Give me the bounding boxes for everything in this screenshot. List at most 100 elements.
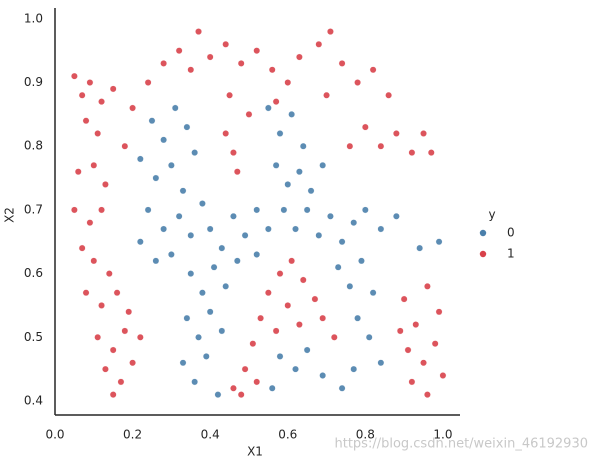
point	[70, 206, 78, 214]
point	[327, 28, 334, 35]
point	[377, 225, 385, 233]
point	[109, 391, 117, 399]
point	[226, 91, 233, 99]
y-tick-label: 1.0	[24, 11, 43, 25]
point	[268, 66, 276, 74]
x-tick-label: 1.0	[433, 428, 452, 442]
point	[160, 225, 168, 233]
point	[125, 308, 133, 316]
point	[307, 187, 315, 195]
y-tick-label: 0.5	[24, 330, 43, 344]
point	[160, 60, 168, 67]
point	[319, 161, 327, 169]
point	[90, 161, 98, 169]
point	[199, 289, 206, 297]
point	[148, 117, 156, 125]
point	[284, 302, 292, 309]
point	[70, 72, 78, 80]
point	[136, 155, 144, 163]
point	[272, 98, 280, 106]
point	[338, 384, 346, 392]
point	[218, 244, 226, 252]
legend-label: 1	[507, 247, 515, 261]
point	[74, 168, 82, 176]
point	[102, 181, 109, 188]
point	[420, 130, 427, 137]
point	[167, 251, 175, 258]
point	[105, 270, 113, 278]
point	[218, 327, 226, 335]
point	[121, 142, 129, 150]
y-tick-label: 0.9	[24, 75, 43, 89]
point	[98, 206, 105, 214]
point	[206, 225, 214, 233]
point	[102, 365, 109, 373]
point	[338, 60, 346, 67]
x-tick-label: 0.2	[123, 428, 142, 442]
point	[136, 333, 144, 341]
point	[86, 219, 94, 227]
point	[187, 270, 195, 278]
point	[253, 251, 261, 258]
point	[369, 66, 377, 74]
point	[319, 314, 327, 322]
point	[222, 40, 230, 48]
point	[377, 142, 385, 150]
point	[222, 282, 230, 290]
point	[175, 212, 183, 220]
point	[295, 168, 303, 176]
point	[98, 98, 105, 106]
point	[292, 225, 299, 233]
point	[431, 340, 439, 348]
point	[427, 149, 435, 156]
y-tick-label: 0.7	[24, 202, 43, 216]
point	[117, 378, 125, 386]
point	[276, 353, 284, 360]
x-axis-label: X1	[247, 445, 263, 459]
x-tick-label: 0.0	[45, 428, 64, 442]
point	[241, 231, 249, 239]
point	[78, 91, 86, 99]
point	[338, 238, 346, 246]
x-tick-label: 0.4	[201, 428, 220, 442]
point	[78, 244, 86, 252]
point	[288, 110, 296, 118]
point	[179, 359, 187, 367]
point	[183, 314, 191, 322]
point	[253, 47, 261, 55]
point	[350, 365, 358, 373]
point	[144, 79, 152, 86]
point	[319, 372, 327, 379]
point	[420, 359, 427, 367]
point	[206, 308, 214, 316]
point	[195, 28, 202, 35]
point	[230, 149, 237, 156]
point	[253, 206, 261, 214]
point	[264, 104, 272, 112]
point	[292, 365, 299, 373]
point	[276, 270, 284, 278]
point	[303, 206, 311, 214]
point	[295, 53, 303, 61]
point	[187, 231, 195, 239]
y-tick-label: 0.6	[24, 266, 43, 280]
point	[416, 244, 424, 252]
point	[361, 123, 369, 131]
point	[264, 225, 272, 233]
legend-title: y	[488, 208, 495, 222]
point	[354, 314, 361, 322]
point	[253, 378, 261, 386]
point	[358, 257, 365, 265]
point	[350, 219, 358, 227]
point	[299, 142, 307, 150]
point	[214, 391, 222, 399]
point	[202, 353, 210, 360]
point	[272, 161, 280, 169]
point	[392, 212, 400, 220]
point	[113, 289, 121, 297]
legend-label: 0	[507, 226, 515, 240]
point	[160, 136, 168, 144]
x-tick-label: 0.6	[278, 428, 297, 442]
y-axis-label: X2	[3, 207, 17, 223]
